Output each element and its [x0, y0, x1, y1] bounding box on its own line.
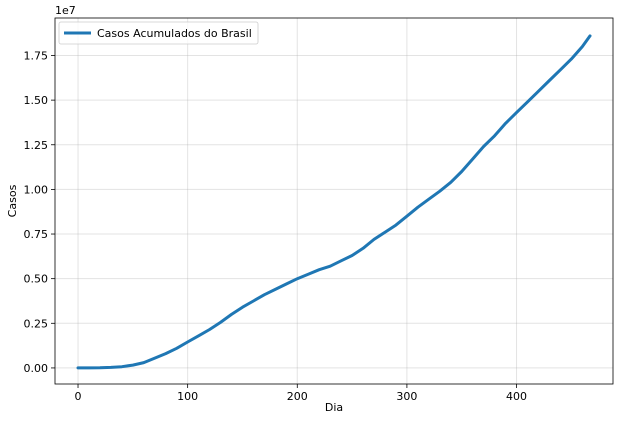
y-offset-text: 1e7 — [55, 4, 76, 17]
line-layer — [76, 34, 592, 370]
y-tick-label: 1.25 — [24, 139, 49, 152]
plot-frame — [54, 17, 614, 385]
series-line-0 — [76, 34, 592, 370]
legend-box — [58, 21, 259, 45]
y-tick-label: 0.75 — [24, 228, 49, 241]
plot-background — [55, 18, 613, 384]
x-tick-label: 0 — [75, 390, 82, 403]
y-axis: 0.00 0.25 0.50 0.75 1.00 1.25 1.50 1.75 — [24, 49, 55, 375]
y-tick-label: 1.50 — [24, 94, 49, 107]
y-tick-label: 0.00 — [24, 362, 49, 375]
grid — [55, 18, 613, 384]
y-axis-label: Casos — [6, 184, 19, 217]
y-tick-label: 1.75 — [24, 49, 49, 62]
x-tick-label: 400 — [506, 390, 527, 403]
x-axis-label: Dia — [325, 401, 343, 414]
legend: Casos Acumulados do Brasil — [58, 21, 259, 45]
y-tick-label: 1.00 — [24, 183, 49, 196]
x-axis: 0 100 200 300 400 — [75, 384, 527, 403]
x-tick-label: 100 — [177, 390, 198, 403]
y-tick-label: 0.25 — [24, 317, 49, 330]
x-tick-label: 200 — [287, 390, 308, 403]
x-tick-label: 300 — [396, 390, 417, 403]
y-tick-label: 0.50 — [24, 273, 49, 286]
legend-label: Casos Acumulados do Brasil — [97, 27, 252, 40]
